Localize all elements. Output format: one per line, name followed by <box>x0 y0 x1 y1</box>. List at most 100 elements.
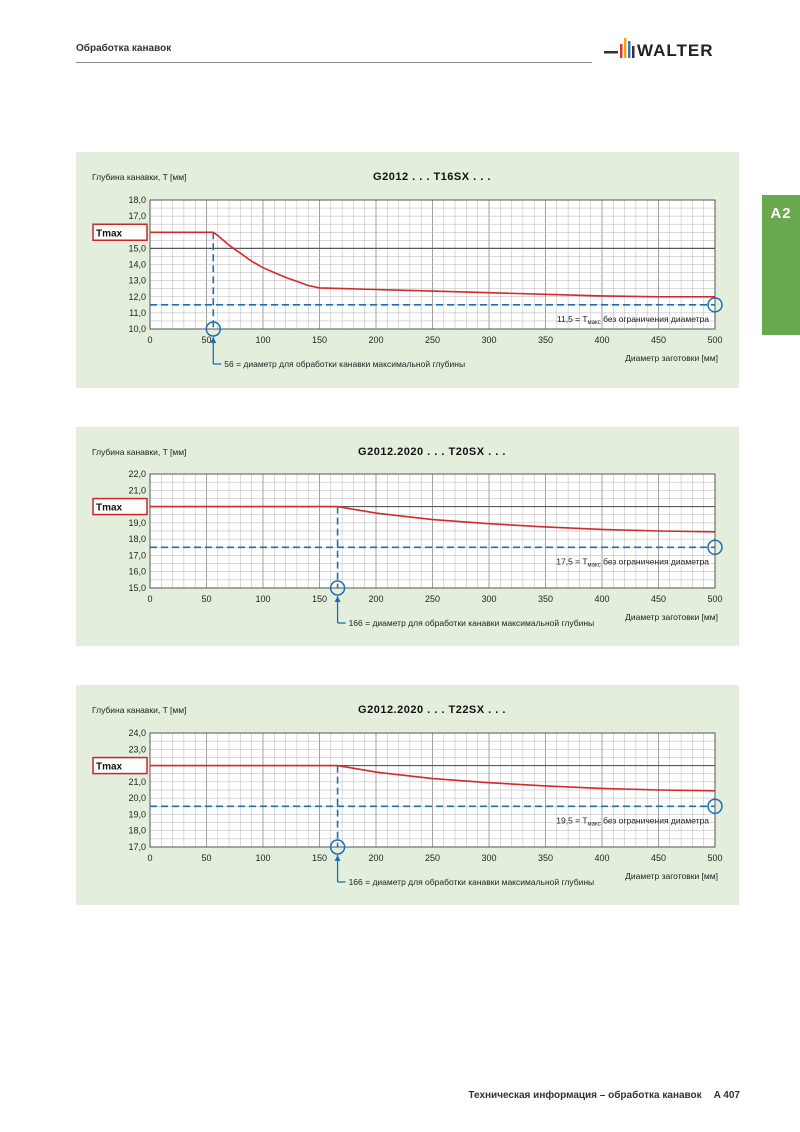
x-tick-label: 150 <box>312 335 327 345</box>
chart-title: G2012.2020 . . . T20SX . . . <box>358 446 506 458</box>
logo-wordmark: WALTER <box>637 41 714 60</box>
x-tick-label: 50 <box>201 853 211 863</box>
min-depth-marker <box>707 798 723 815</box>
tmax-box <box>92 223 148 241</box>
y-tick-label: 17,0 <box>128 550 146 560</box>
x-tick-label: 350 <box>538 853 553 863</box>
diameter-note: 166 = диаметр для обработки канавки макс… <box>349 618 595 628</box>
x-tick-label: 450 <box>651 594 666 604</box>
y-tick-label: 22,0 <box>128 469 146 479</box>
y-axis-label: Глубина канавки, T [мм] <box>92 447 186 457</box>
x-tick-label: 250 <box>425 853 440 863</box>
y-tick-label: 18,0 <box>128 195 146 205</box>
x-tick-label: 350 <box>538 335 553 345</box>
y-axis-label: Глубина канавки, T [мм] <box>92 172 186 182</box>
x-tick-label: 0 <box>147 594 152 604</box>
y-tick-label: 23,0 <box>128 744 146 754</box>
x-axis-label: Диаметр заготовки [мм] <box>625 353 718 363</box>
y-tick-label: 15,0 <box>128 243 146 253</box>
x-tick-label: 100 <box>255 853 270 863</box>
y-tick-label: 20,0 <box>128 793 146 803</box>
min-depth-note: 17,5 = Tмакс без ограничения диаметра <box>556 556 709 568</box>
chart-title: G2012.2020 . . . T22SX . . . <box>358 704 506 716</box>
min-depth-note: 19,5 = Tмакс без ограничения диаметра <box>556 815 709 827</box>
x-tick-label: 500 <box>707 594 722 604</box>
y-axis-label: Глубина канавки, T [мм] <box>92 705 186 715</box>
chart-panel-1: 0 50 100 150 200 250 300 350 400 450 500 10,0 11,0 12… <box>76 152 739 388</box>
x-tick-label: 0 <box>147 335 152 345</box>
y-tick-label: 15,0 <box>128 583 146 593</box>
chart-t16sx: 0 50 100 150 200 250 300 350 400 450 500 10,0 11,0 12… <box>92 171 723 369</box>
walter-logo: WALTER <box>604 38 714 60</box>
diameter-marker <box>329 580 346 596</box>
x-tick-label: 400 <box>594 853 609 863</box>
x-tick-label: 500 <box>707 853 722 863</box>
chart-t22sx: 0 50 100 150 200 250 300 350 400 450 500 17,0 18,0 19… <box>92 704 723 887</box>
diameter-note: 56 = диаметр для обработки канавки макси… <box>224 359 465 369</box>
x-tick-label: 350 <box>538 594 553 604</box>
x-axis-label: Диаметр заготовки [мм] <box>625 612 718 622</box>
diameter-note: 166 = диаметр для обработки канавки макс… <box>349 877 595 887</box>
y-tick-label: 18,0 <box>128 534 146 544</box>
depth-curve <box>150 764 716 792</box>
page-footer: Техническая информация – обработка канав… <box>468 1090 740 1101</box>
x-axis-label: Диаметр заготовки [мм] <box>625 871 718 881</box>
tmax-box <box>92 497 148 516</box>
x-tick-label: 100 <box>255 594 270 604</box>
x-tick-label: 150 <box>312 594 327 604</box>
depth-curve <box>150 231 715 298</box>
y-tick-label: 19,0 <box>128 518 146 528</box>
x-tick-label: 250 <box>425 335 440 345</box>
min-depth-marker <box>707 297 723 313</box>
x-tick-label: 400 <box>594 335 609 345</box>
chart-panel-2: 0 50 100 150 200 250 300 350 400 450 500 15,0 16,0 17… <box>76 427 739 646</box>
x-tick-label: 200 <box>368 594 383 604</box>
diameter-marker <box>205 321 222 337</box>
y-tick-label: 21,0 <box>128 485 146 495</box>
tmax-box <box>92 756 148 775</box>
x-tick-label: 300 <box>481 594 496 604</box>
x-tick-label: 0 <box>147 853 152 863</box>
y-tick-label: 17,0 <box>128 211 146 221</box>
chart-title: G2012 . . . T16SX . . . <box>373 171 491 183</box>
page-number: A 407 <box>713 1090 740 1101</box>
page-header-title: Обработка канавок <box>76 43 172 54</box>
chart-panel-3: 0 50 100 150 200 250 300 350 400 450 500 17,0 18,0 19… <box>76 685 739 905</box>
y-tick-label: 11,0 <box>129 308 146 318</box>
y-tick-label: 16,0 <box>128 567 146 577</box>
diameter-arrow-head <box>334 596 341 602</box>
section-tab[interactable]: A2 <box>762 195 800 335</box>
x-tick-label: 100 <box>255 335 270 345</box>
x-tick-label: 400 <box>594 594 609 604</box>
y-tick-label: 19,0 <box>128 809 146 819</box>
x-tick-label: 200 <box>368 853 383 863</box>
y-tick-label: 14,0 <box>128 260 146 270</box>
min-depth-marker <box>707 539 723 556</box>
depth-curve <box>150 505 716 533</box>
x-tick-label: 450 <box>651 853 666 863</box>
plot-frame <box>149 199 716 330</box>
diameter-arrow-head <box>334 855 341 861</box>
tmax-label: Tmax <box>96 762 123 773</box>
y-tick-label: 24,0 <box>128 728 146 738</box>
chart-t20sx: 0 50 100 150 200 250 300 350 400 450 500 15,0 16,0 17… <box>92 446 723 628</box>
x-tick-label: 150 <box>312 853 327 863</box>
x-tick-label: 300 <box>481 335 496 345</box>
x-tick-label: 300 <box>481 853 496 863</box>
section-tab-label: A2 <box>770 205 792 222</box>
x-tick-label: 50 <box>201 335 211 345</box>
footer-text: Техническая информация – обработка канав… <box>468 1090 702 1101</box>
header-divider <box>76 62 592 63</box>
min-depth-note: 11,5 = Tмакс без ограничения диаметра <box>557 314 709 326</box>
tmax-label: Tmax <box>96 228 123 239</box>
x-tick-label: 250 <box>425 594 440 604</box>
diameter-arrow-head <box>210 337 217 343</box>
diameter-marker <box>329 839 346 855</box>
y-tick-label: 12,0 <box>128 292 146 302</box>
x-tick-label: 50 <box>201 594 211 604</box>
y-tick-label: 18,0 <box>128 826 146 836</box>
x-tick-label: 200 <box>368 335 383 345</box>
y-tick-label: 17,0 <box>128 842 146 852</box>
x-tick-label: 450 <box>651 335 666 345</box>
x-tick-label: 500 <box>707 335 722 345</box>
